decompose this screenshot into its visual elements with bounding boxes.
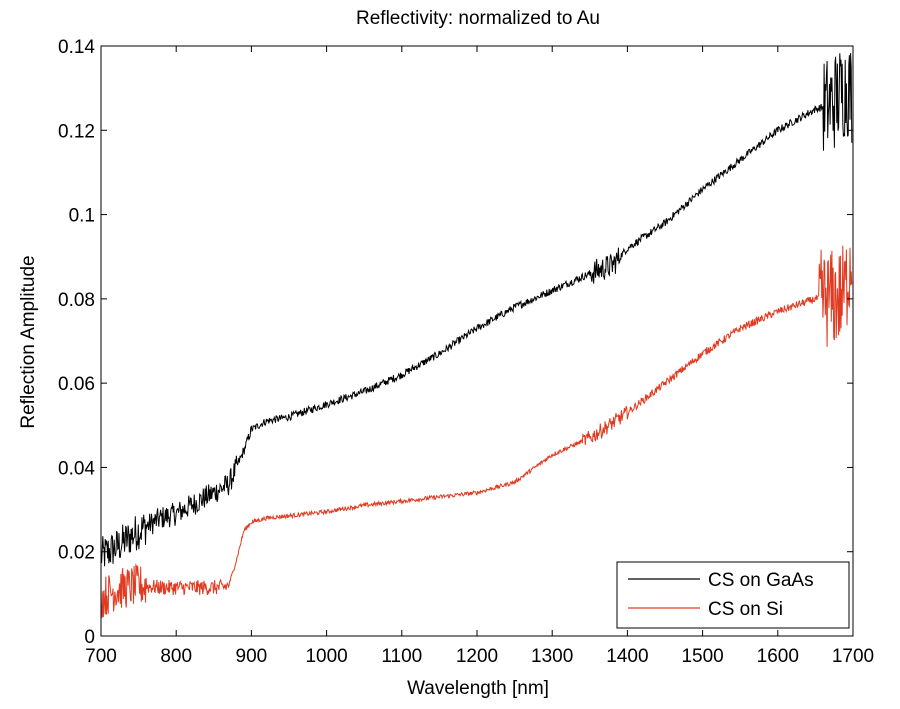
y-tick-label: 0.14 (58, 37, 95, 58)
series-line-cs-on-gaas (101, 53, 853, 567)
x-tick-label: 1300 (531, 646, 573, 667)
legend-label-cs-on-gaas: CS on GaAs (708, 570, 814, 591)
x-tick-label: 1000 (305, 646, 347, 667)
series-line-cs-on-si (101, 245, 853, 618)
plot-frame (100, 45, 854, 637)
y-tick-label: 0.12 (58, 121, 95, 142)
legend-box (616, 561, 850, 629)
x-tick-label: 1100 (381, 646, 422, 667)
legend: CS on GaAs CS on Si (616, 561, 850, 629)
y-tick-label: 0.04 (58, 458, 95, 479)
x-tick-label: 1600 (757, 646, 799, 667)
x-tick-label: 1200 (456, 646, 498, 667)
y-axis-title: Reflection Amplitude (18, 255, 39, 428)
y-tick-label: 0.02 (58, 543, 95, 564)
series-layer (101, 53, 853, 618)
y-tick-label: 0.08 (58, 290, 95, 311)
x-tick-label: 700 (85, 646, 117, 667)
y-tick-label: 0 (84, 627, 95, 648)
x-tick-label: 1400 (606, 646, 648, 667)
legend-label-cs-on-si: CS on Si (708, 599, 783, 620)
chart-title: Reflectivity: normalized to Au (356, 8, 600, 29)
x-tick-label: 1700 (832, 646, 874, 667)
x-tick-label: 800 (160, 646, 192, 667)
y-tick-label: 0.06 (58, 374, 95, 395)
x-axis-title: Wavelength [nm] (407, 678, 549, 699)
ticks-layer: 700 800 900 1000 1100 1200 1300 1400 1500 1600 170… (58, 37, 874, 667)
x-tick-label: 900 (236, 646, 268, 667)
y-tick-label: 0.1 (69, 206, 95, 227)
x-tick-label: 1500 (681, 646, 723, 667)
